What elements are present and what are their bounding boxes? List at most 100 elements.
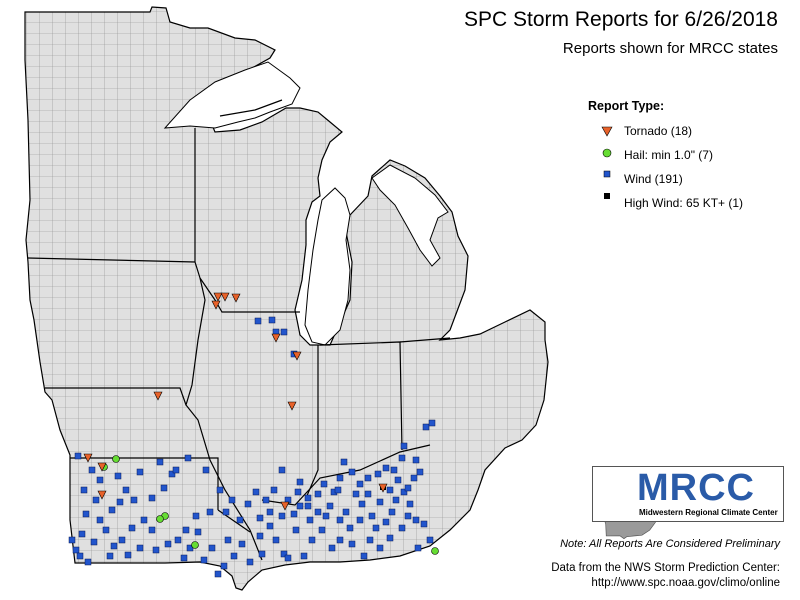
tornado-report-marker	[378, 483, 388, 493]
wind-report-marker	[136, 468, 144, 476]
tornado-report-marker	[292, 351, 302, 361]
wind-report-marker	[284, 554, 292, 562]
tornado-report-marker	[231, 293, 241, 303]
wind-report-marker	[254, 317, 262, 325]
wind-report-marker	[346, 524, 354, 532]
hail-legend-icon	[602, 148, 612, 158]
wind-report-marker	[420, 520, 428, 528]
wind-report-marker	[88, 466, 96, 474]
wind-report-marker	[252, 488, 260, 496]
region-landmass	[24, 6, 549, 591]
wind-report-marker	[280, 550, 288, 558]
wind-report-marker	[296, 502, 304, 510]
wind-report-marker	[294, 488, 302, 496]
wind-report-marker	[398, 524, 406, 532]
wind-report-marker	[272, 536, 280, 544]
wind-report-marker	[382, 464, 390, 472]
tornado-report-marker	[97, 490, 107, 500]
wind-report-marker	[376, 498, 384, 506]
wind-report-marker	[172, 466, 180, 474]
wind-report-marker	[122, 486, 130, 494]
tornado-report-marker	[213, 292, 223, 302]
wind-report-marker	[372, 524, 380, 532]
wind-report-marker	[296, 478, 304, 486]
wind-report-marker	[348, 468, 356, 476]
wind-report-marker	[400, 488, 408, 496]
wind-report-marker	[148, 494, 156, 502]
wind-report-marker	[280, 328, 288, 336]
wind-report-marker	[336, 536, 344, 544]
preliminary-note: Note: All Reports Are Considered Prelimi…	[560, 538, 780, 550]
wind-report-marker	[200, 556, 208, 564]
wind-report-marker	[262, 496, 270, 504]
wind-report-marker	[412, 456, 420, 464]
wind-report-marker	[334, 486, 342, 494]
wind-report-marker	[336, 516, 344, 524]
wind-report-marker	[364, 474, 372, 482]
wind-report-marker	[160, 484, 168, 492]
wind-report-marker	[164, 540, 172, 548]
lake-michigan	[304, 187, 351, 346]
wind-report-marker	[194, 528, 202, 536]
legend-label: Wind (191)	[624, 172, 683, 186]
wind-report-marker	[320, 480, 328, 488]
legend-label: High Wind: 65 KT+ (1)	[624, 196, 744, 210]
wind-report-marker	[78, 530, 86, 538]
wind-report-marker	[92, 496, 100, 504]
wind-report-marker	[216, 486, 224, 494]
wind-report-marker	[116, 498, 124, 506]
wind-report-marker	[308, 536, 316, 544]
tornado-report-marker	[97, 462, 107, 472]
wind-report-marker	[404, 512, 412, 520]
wind-report-marker	[366, 536, 374, 544]
wind-report-marker	[118, 536, 126, 544]
wind-report-marker	[328, 544, 336, 552]
wind-report-marker	[292, 526, 300, 534]
wind-report-marker	[174, 536, 182, 544]
wind-report-marker	[80, 486, 88, 494]
wind-report-marker	[106, 552, 114, 560]
wind-report-marker	[422, 423, 430, 431]
wind-report-marker	[426, 536, 434, 544]
tornado-report-marker	[220, 292, 230, 302]
legend-title: Report Type:	[588, 99, 665, 113]
wind-report-marker	[300, 552, 308, 560]
wind-report-marker	[224, 536, 232, 544]
wind-report-marker	[228, 496, 236, 504]
wind-report-marker	[230, 552, 238, 560]
wind-report-marker	[184, 454, 192, 462]
wind-report-marker	[140, 516, 148, 524]
wind-report-marker	[290, 510, 298, 518]
wind-report-marker	[356, 516, 364, 524]
wind-report-marker	[214, 570, 222, 578]
hail-report-marker	[191, 541, 199, 549]
wind-report-marker	[96, 476, 104, 484]
wind-report-marker	[192, 512, 200, 520]
wind-report-marker	[348, 540, 356, 548]
wind-report-marker	[340, 458, 348, 466]
wind-report-marker	[256, 532, 264, 540]
hail-report-marker	[156, 515, 164, 523]
source-url: http://www.spc.noaa.gov/climo/online	[591, 577, 780, 589]
tornado-report-marker	[287, 401, 297, 411]
wind-report-marker	[342, 508, 350, 516]
wind-report-marker	[364, 490, 372, 498]
wind-report-marker	[304, 494, 312, 502]
wind-report-marker	[130, 496, 138, 504]
wind-report-marker	[222, 508, 230, 516]
hail-report-marker	[112, 455, 120, 463]
wind-report-marker	[270, 486, 278, 494]
wind-report-marker	[114, 472, 122, 480]
wind-report-marker	[386, 534, 394, 542]
wind-report-marker	[352, 490, 360, 498]
lake-superior	[163, 61, 301, 129]
tornado-legend-icon	[601, 126, 613, 137]
wind-report-marker	[368, 512, 376, 520]
lake-huron	[371, 164, 449, 267]
wind-report-marker	[406, 500, 414, 508]
map-title: SPC Storm Reports for 6/26/2018	[464, 8, 778, 31]
legend-symbols	[601, 126, 613, 199]
wind-report-marker	[322, 512, 330, 520]
wind-report-marker	[388, 508, 396, 516]
